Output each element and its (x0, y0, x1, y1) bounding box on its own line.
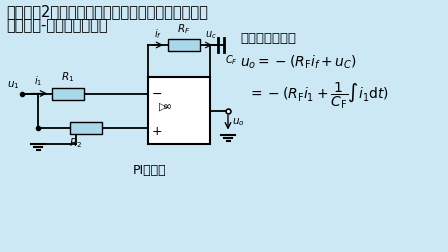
Text: PI调节器: PI调节器 (133, 164, 167, 177)
Text: 组成比例-积分运算电路。: 组成比例-积分运算电路。 (6, 18, 108, 33)
Text: $R_2$: $R_2$ (69, 137, 82, 150)
Text: $u_o = -(R_{\rm F}i_f + u_C)$: $u_o = -(R_{\rm F}i_f + u_C)$ (240, 54, 357, 71)
Bar (52, 87, 84, 100)
Text: $u_1$: $u_1$ (8, 80, 20, 91)
Bar (148, 77, 210, 144)
Text: 应用举例2：将比例运算和积分运算结合在一起，就: 应用举例2：将比例运算和积分运算结合在一起，就 (6, 4, 208, 19)
Text: $R_F$: $R_F$ (177, 22, 191, 36)
Text: $u_c$: $u_c$ (205, 29, 217, 41)
Bar (70, 121, 102, 134)
Text: $i_f$: $i_f$ (154, 27, 162, 41)
Text: $u_o$: $u_o$ (232, 117, 245, 129)
Text: $R_1$: $R_1$ (61, 71, 75, 84)
Bar (168, 39, 200, 51)
Text: $+$: $+$ (151, 125, 162, 138)
Text: $= -(R_{\rm F}i_1 + \dfrac{1}{C_{\rm F}}\int i_1{\rm d}t)$: $= -(R_{\rm F}i_1 + \dfrac{1}{C_{\rm F}}… (248, 80, 389, 111)
Text: $\triangleright\!\!\infty$: $\triangleright\!\!\infty$ (158, 100, 173, 113)
Text: $C_F$: $C_F$ (225, 53, 238, 67)
Text: $-$: $-$ (151, 87, 162, 100)
Text: $i_1$: $i_1$ (34, 75, 42, 88)
Text: 电路的输出电压: 电路的输出电压 (240, 32, 296, 45)
